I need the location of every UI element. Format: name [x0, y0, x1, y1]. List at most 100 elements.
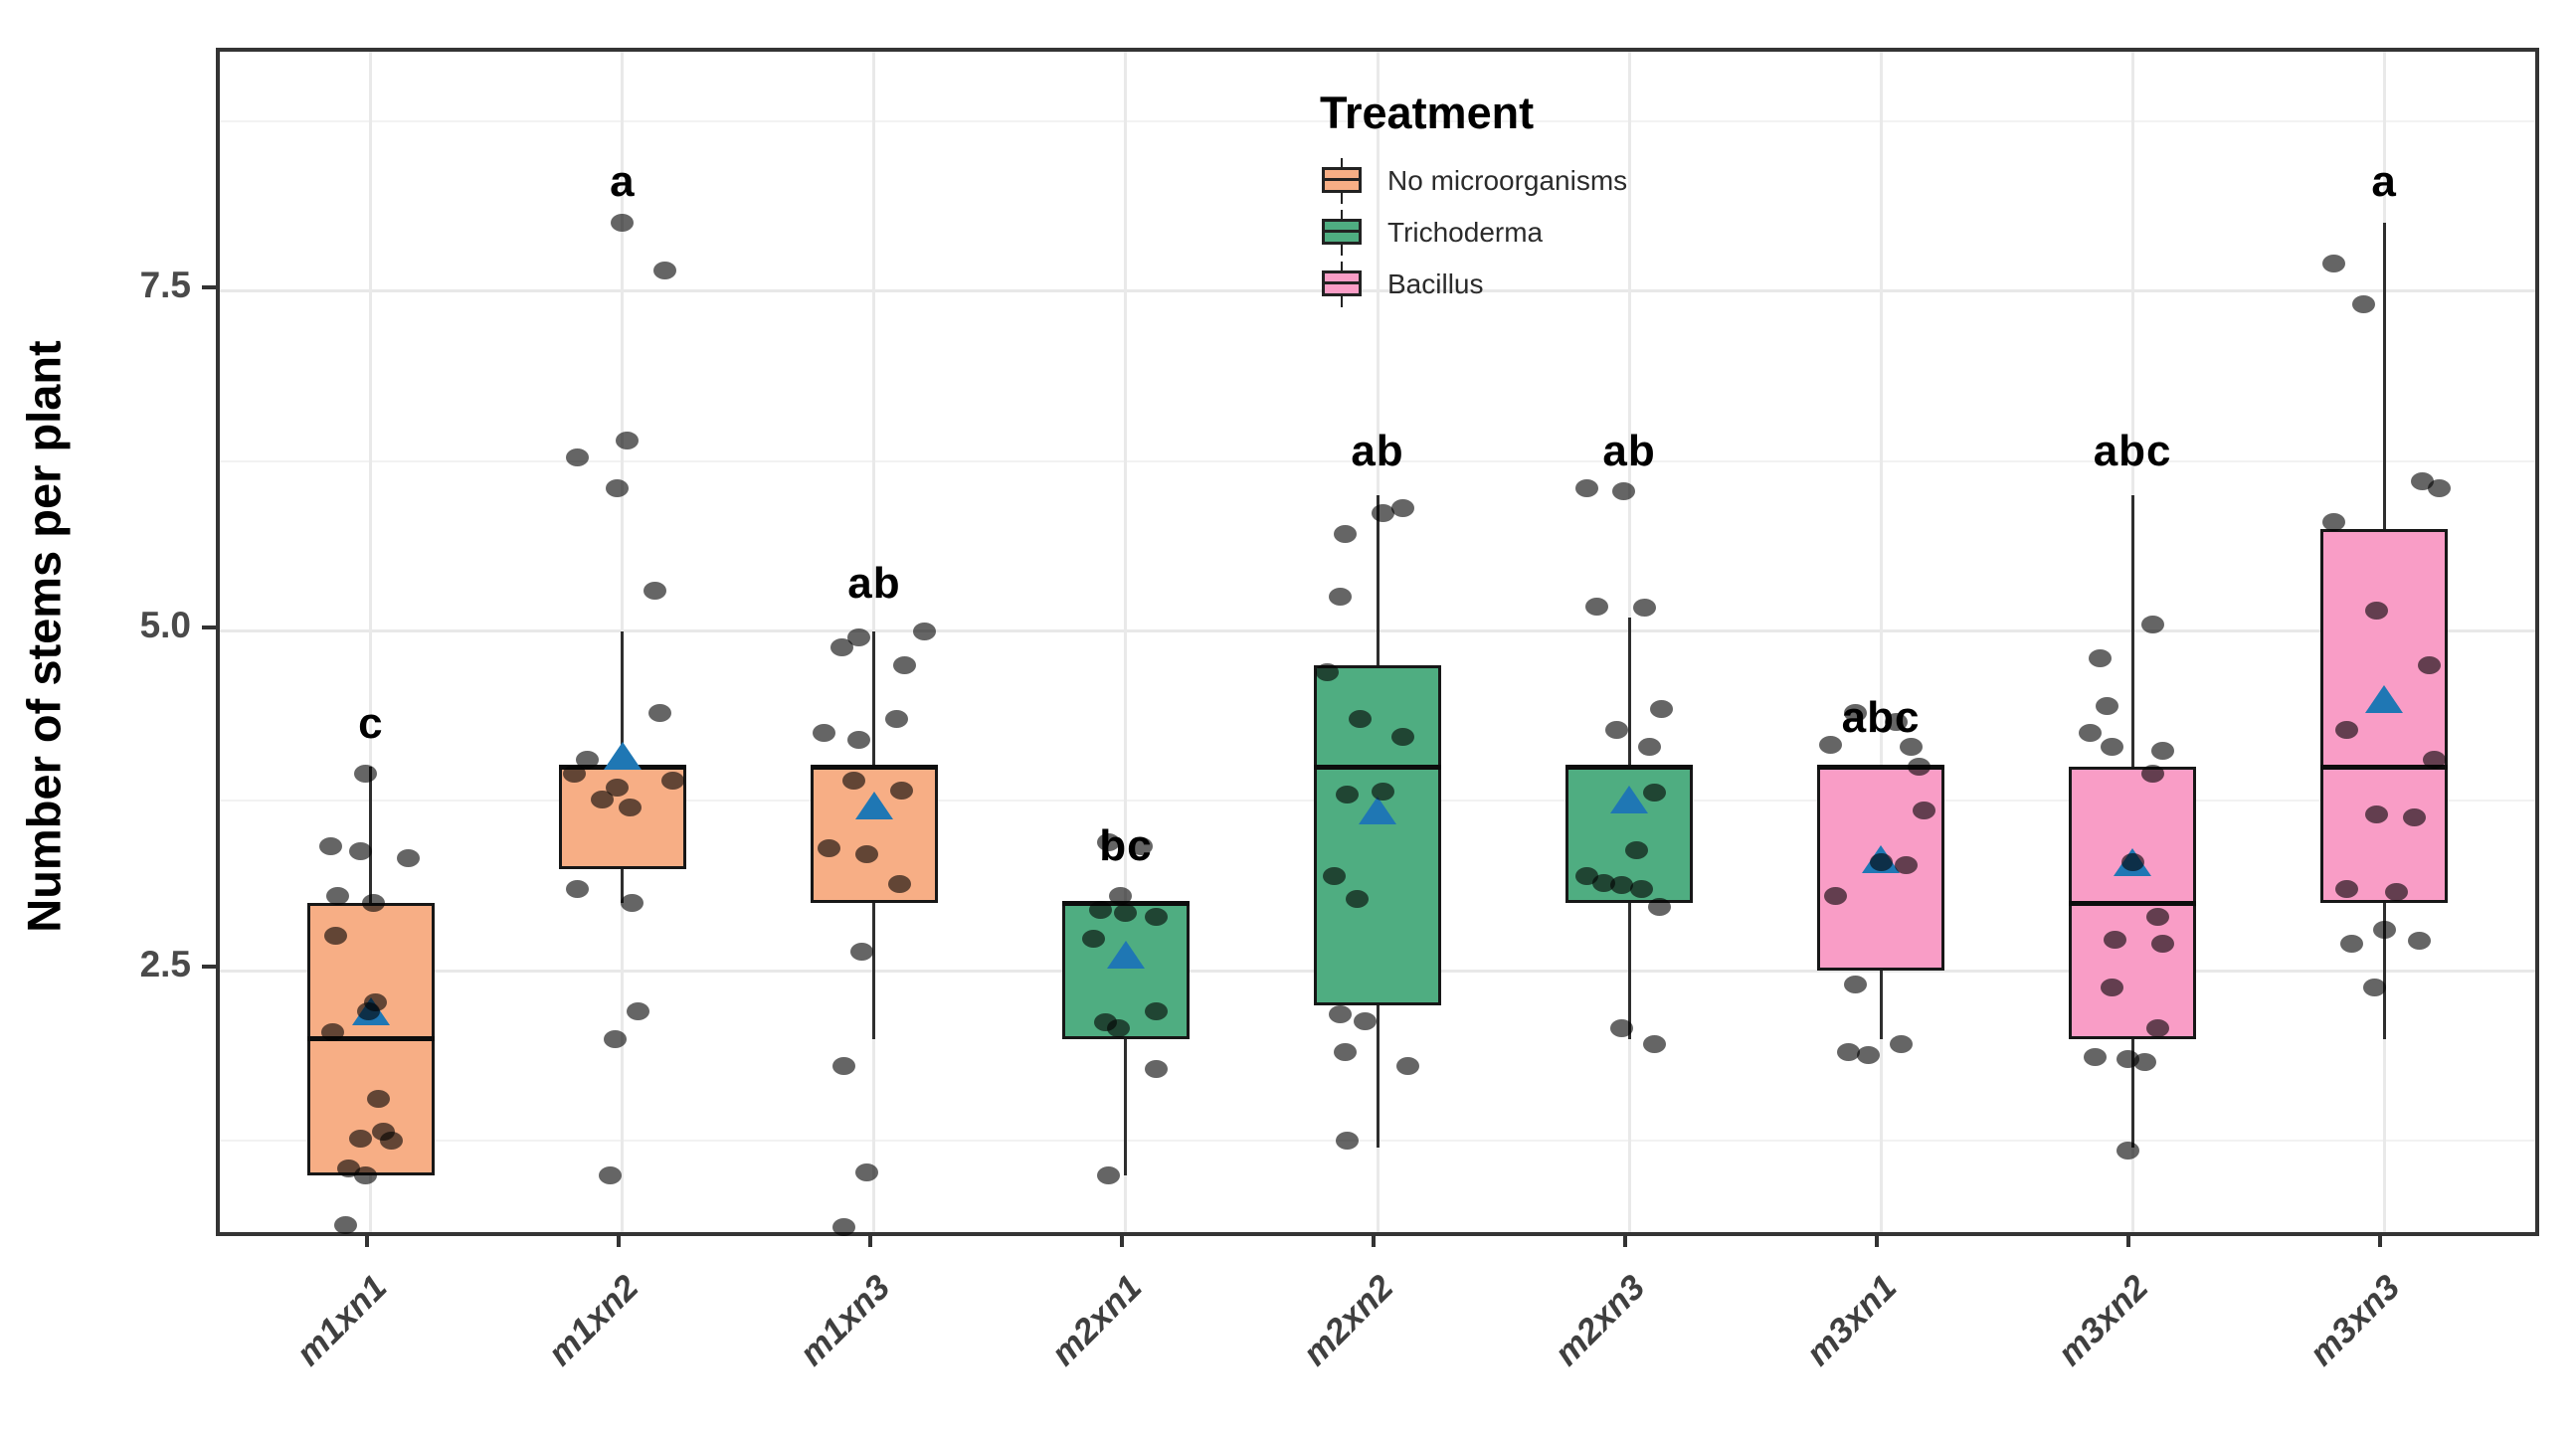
x-axis-tick: [2378, 1232, 2383, 1247]
jitter-point: [318, 836, 342, 855]
x-axis-tick-label: m3xn2: [2050, 1267, 2156, 1373]
x-axis-tick: [1119, 1232, 1124, 1247]
jitter-point: [1889, 1035, 1913, 1054]
jitter-point: [2322, 513, 2346, 532]
jitter-point: [2083, 1047, 2107, 1066]
jitter-point: [1109, 887, 1133, 906]
jitter-point: [887, 874, 911, 893]
jitter-point: [349, 842, 373, 861]
x-axis-tick-label: m1xn3: [792, 1267, 898, 1373]
jitter-point: [1081, 929, 1105, 948]
jitter-point: [2408, 932, 2432, 951]
jitter-point: [356, 1002, 380, 1021]
jitter-point: [1592, 873, 1616, 892]
jitter-point: [1604, 721, 1628, 740]
jitter-point: [354, 1165, 378, 1184]
jitter-point: [1574, 478, 1598, 497]
jitter-point: [1371, 503, 1394, 522]
jitter-point: [1096, 832, 1120, 851]
jitter-point: [591, 791, 615, 809]
x-axis-tick-label: m2xn3: [1547, 1267, 1653, 1373]
boxplot-median-line: [1817, 764, 1945, 770]
y-axis-tick-label: 2.5: [139, 944, 191, 985]
y-axis-tick: [202, 625, 216, 629]
jitter-point: [606, 478, 630, 497]
boxplot-median-line: [2320, 764, 2449, 770]
x-axis-tick-label: m1xn1: [288, 1267, 395, 1373]
x-axis-tick: [1372, 1232, 1376, 1247]
significance-letter: ab: [847, 558, 901, 608]
jitter-point: [606, 778, 630, 797]
jitter-point: [1328, 588, 1352, 607]
mean-triangle-marker: [854, 791, 893, 819]
boxplot-median-line: [2069, 900, 2197, 906]
jitter-point: [1315, 662, 1339, 681]
y-axis-tick: [202, 284, 216, 289]
jitter-point: [842, 771, 866, 790]
jitter-point: [2140, 615, 2164, 633]
boxplot-whisker: [1124, 903, 1128, 1175]
jitter-point: [1650, 699, 1674, 718]
legend-item-no-microorganisms: No microorganisms: [1320, 155, 1627, 207]
mean-triangle-marker: [603, 742, 642, 771]
x-axis-tick: [867, 1232, 872, 1247]
boxplot-key-icon: [1320, 262, 1364, 307]
jitter-point: [890, 781, 914, 800]
jitter-point: [1395, 1057, 1419, 1076]
jitter-point: [854, 1162, 878, 1181]
x-category-gridline: [1124, 52, 1128, 1232]
jitter-point: [1609, 876, 1633, 895]
significance-letter: abc: [1841, 693, 1921, 743]
jitter-point: [2339, 935, 2363, 954]
boxplot-median-line: [810, 764, 938, 770]
x-axis-tick: [1623, 1232, 1628, 1247]
jitter-point: [854, 844, 878, 863]
y-axis-tick: [202, 965, 216, 970]
jitter-point: [2140, 765, 2164, 784]
legend-item-trichoderma: Trichoderma: [1320, 207, 1627, 259]
jitter-point: [1836, 1043, 1860, 1062]
boxplot-box: [1061, 903, 1190, 1039]
jitter-point: [2096, 696, 2119, 715]
jitter-point: [2365, 602, 2389, 621]
jitter-point: [598, 1165, 622, 1184]
jitter-point: [2101, 978, 2124, 996]
jitter-point: [1106, 1018, 1130, 1037]
mean-triangle-marker: [1610, 786, 1649, 814]
jitter-point: [616, 432, 640, 450]
legend-item-label: Trichoderma: [1387, 217, 1544, 248]
jitter-point: [2133, 1053, 2157, 1072]
jitter-point: [2418, 655, 2442, 674]
x-axis-tick-label: m3xn1: [1798, 1267, 1905, 1373]
jitter-point: [1912, 802, 1935, 820]
legend: Treatment No microorganisms Trichoderma: [1320, 88, 1627, 310]
jitter-point: [1894, 855, 1918, 874]
jitter-point: [2334, 721, 2358, 740]
jitter-point: [1333, 1043, 1357, 1062]
jitter-point: [1096, 1165, 1120, 1184]
jitter-point: [1625, 840, 1649, 859]
significance-letter: ab: [1602, 427, 1656, 476]
jitter-point: [2150, 935, 2174, 954]
jitter-point: [626, 1002, 649, 1021]
jitter-point: [326, 887, 350, 906]
jitter-point: [1114, 903, 1138, 922]
jitter-point: [1844, 703, 1868, 722]
x-axis-tick: [616, 1232, 621, 1247]
jitter-point: [361, 894, 385, 913]
jitter-point: [2150, 741, 2174, 760]
y-axis-tick-label: 7.5: [139, 264, 191, 305]
jitter-point: [1612, 481, 1636, 500]
jitter-point: [618, 799, 642, 817]
jitter-point: [349, 1129, 373, 1148]
jitter-point: [1584, 597, 1608, 616]
jitter-point: [2385, 883, 2409, 902]
jitter-point: [397, 848, 421, 867]
boxplot-box: [2320, 528, 2449, 904]
jitter-point: [1333, 525, 1357, 544]
jitter-point: [2145, 907, 2169, 926]
jitter-point: [1907, 758, 1931, 777]
jitter-point: [2120, 853, 2144, 872]
jitter-point: [885, 710, 909, 729]
